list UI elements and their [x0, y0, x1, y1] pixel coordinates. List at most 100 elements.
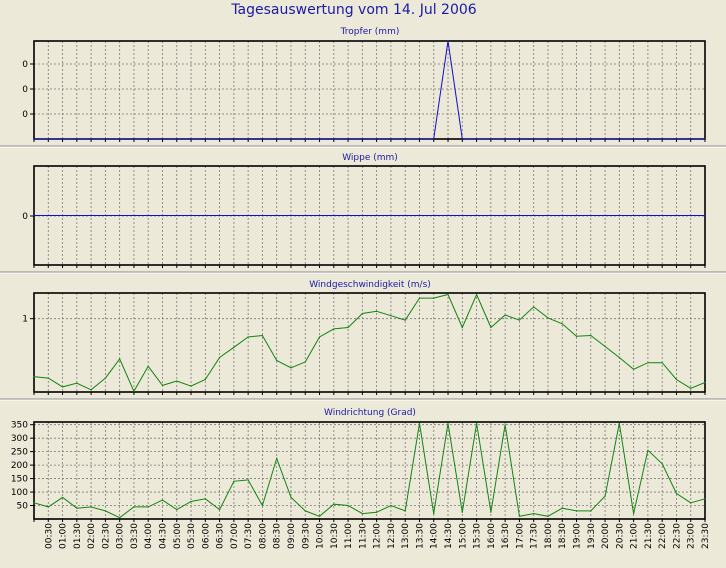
y-tick-label: 0: [22, 212, 28, 222]
data-point: [518, 515, 521, 517]
data-point: [119, 358, 121, 360]
data-point: [276, 359, 278, 362]
data-point: [304, 510, 306, 512]
data-point: [190, 214, 192, 217]
x-tick-label: 01:00: [59, 523, 69, 549]
data-point: [261, 334, 264, 337]
data-point: [218, 508, 221, 511]
data-point: [618, 214, 620, 217]
x-tick-label: 17:30: [530, 523, 540, 549]
series-line: [33, 293, 706, 393]
data-point: [304, 361, 306, 363]
data-point: [161, 384, 164, 386]
data-point: [333, 214, 335, 217]
data-point: [447, 40, 449, 42]
x-tick-label: 15:00: [458, 523, 468, 549]
data-point: [204, 138, 206, 140]
data-point: [133, 390, 135, 392]
data-point: [504, 424, 506, 426]
data-point: [76, 138, 78, 140]
data-point: [447, 214, 449, 217]
y-tick-label: 0: [22, 110, 28, 120]
data-point: [190, 500, 192, 503]
x-tick-label: 11:30: [358, 523, 368, 549]
y-tick-label: 200: [11, 461, 28, 471]
data-point: [533, 513, 535, 515]
data-point: [418, 297, 421, 299]
data-point: [461, 326, 463, 329]
data-point: [633, 214, 635, 217]
x-tick-label: 01:30: [73, 523, 83, 549]
data-point: [675, 138, 678, 140]
x-tick-label: 16:00: [487, 523, 497, 549]
data-point: [633, 513, 635, 515]
data-point: [61, 496, 64, 499]
data-point: [76, 382, 78, 384]
data-point: [33, 138, 35, 140]
data-point: [433, 214, 435, 217]
chart-panel-2: Wippe (mm) 0: [22, 153, 706, 268]
data-point: [618, 138, 620, 140]
data-point: [690, 387, 692, 389]
data-point: [147, 138, 149, 140]
x-tick-label: 06:30: [216, 523, 226, 549]
data-point: [147, 214, 149, 217]
series-line: [34, 40, 705, 140]
data-point: [447, 293, 449, 296]
plot-area: [34, 422, 705, 519]
data-point: [204, 378, 206, 381]
data-point: [475, 138, 478, 140]
data-point: [690, 502, 692, 504]
x-tick-label: 04:30: [158, 523, 168, 549]
data-point: [618, 356, 620, 359]
data-point: [119, 214, 121, 217]
data-point: [290, 496, 292, 499]
plot-frame: [33, 421, 706, 520]
data-point: [61, 214, 64, 217]
data-point: [261, 504, 264, 507]
data-point: [690, 138, 692, 140]
data-point: [704, 381, 706, 384]
series-line: [33, 423, 706, 519]
data-point: [461, 138, 463, 140]
data-point: [61, 138, 64, 140]
data-point: [490, 326, 492, 329]
data-point: [104, 138, 106, 140]
data-point: [490, 214, 492, 217]
x-tick-label: 04:00: [144, 523, 154, 549]
x-tick-label: 05:00: [173, 523, 183, 549]
data-point: [533, 138, 535, 140]
data-point: [575, 138, 578, 140]
data-point: [47, 506, 49, 508]
data-point: [547, 515, 549, 517]
data-point: [33, 376, 35, 378]
data-point: [176, 214, 178, 217]
data-point: [33, 214, 35, 217]
data-point: [376, 138, 378, 140]
chart-title: Wippe (mm): [342, 153, 398, 163]
data-point: [590, 214, 592, 217]
data-point: [404, 214, 406, 217]
data-point: [633, 138, 635, 140]
data-point: [190, 385, 192, 387]
data-point: [133, 506, 135, 508]
data-point: [647, 449, 649, 451]
x-tick-label: 09:30: [301, 523, 311, 549]
data-point: [233, 480, 235, 482]
data-point: [661, 362, 663, 364]
data-point: [604, 495, 606, 497]
data-point: [318, 336, 321, 338]
y-tick-label: 1: [22, 315, 28, 325]
data-point: [347, 504, 349, 507]
data-point: [404, 138, 406, 140]
x-tick-label: 05:30: [187, 523, 197, 549]
x-tick-label: 21:00: [630, 523, 640, 549]
data-point: [418, 138, 421, 140]
x-tick-label: 07:30: [244, 523, 254, 549]
data-point: [490, 138, 492, 140]
data-point: [404, 510, 406, 512]
data-point: [176, 380, 178, 382]
data-point: [647, 214, 649, 217]
data-point: [390, 315, 392, 317]
data-point: [661, 214, 663, 217]
